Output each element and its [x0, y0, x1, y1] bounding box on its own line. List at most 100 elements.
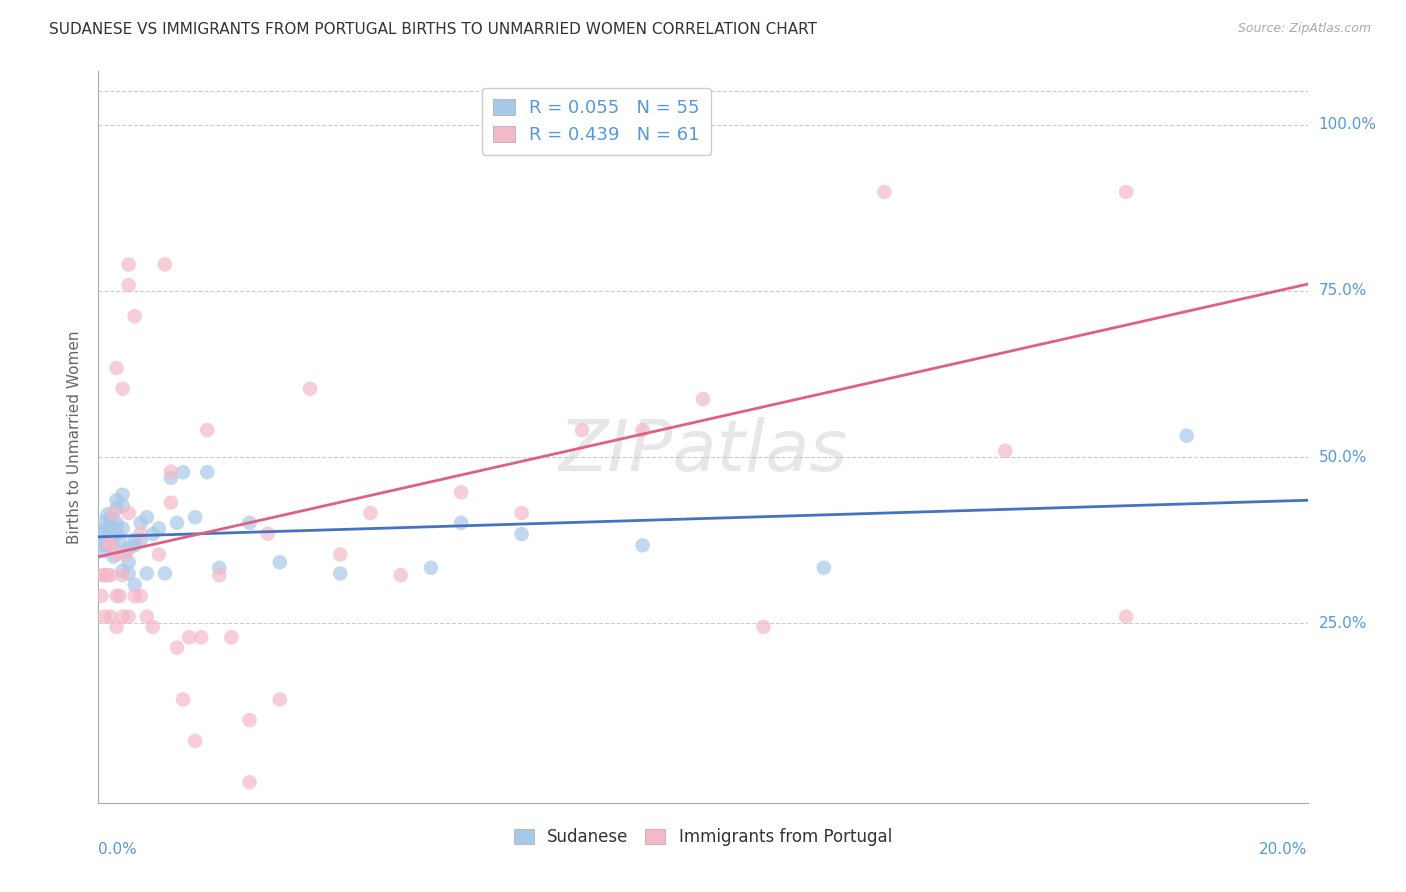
- Point: [184, 510, 207, 524]
- Point: [105, 589, 128, 603]
- Point: [114, 544, 136, 558]
- Point: [118, 609, 141, 624]
- Point: [813, 561, 835, 575]
- Point: [329, 548, 352, 562]
- Point: [96, 538, 118, 552]
- Point: [148, 548, 170, 562]
- Point: [129, 526, 152, 541]
- Point: [100, 530, 122, 544]
- Point: [269, 555, 291, 569]
- Text: 50.0%: 50.0%: [1319, 450, 1367, 465]
- Point: [389, 568, 412, 582]
- Point: [124, 538, 146, 552]
- Point: [135, 566, 157, 581]
- Point: [420, 561, 443, 575]
- Point: [142, 527, 165, 541]
- Point: [111, 609, 134, 624]
- Point: [239, 775, 262, 789]
- Text: 20.0%: 20.0%: [1260, 842, 1308, 856]
- Point: [450, 516, 472, 530]
- Point: [105, 516, 128, 530]
- Point: [179, 630, 201, 644]
- Point: [329, 566, 352, 581]
- Point: [153, 257, 176, 271]
- Point: [873, 185, 896, 199]
- Point: [93, 533, 115, 547]
- Point: [510, 527, 533, 541]
- Point: [153, 566, 176, 581]
- Point: [103, 541, 125, 555]
- Point: [135, 510, 157, 524]
- Text: 0.0%: 0.0%: [98, 842, 138, 856]
- Point: [221, 630, 243, 644]
- Text: SUDANESE VS IMMIGRANTS FROM PORTUGAL BIRTHS TO UNMARRIED WOMEN CORRELATION CHART: SUDANESE VS IMMIGRANTS FROM PORTUGAL BIR…: [49, 22, 817, 37]
- Point: [269, 692, 291, 706]
- Point: [91, 527, 114, 541]
- Point: [239, 713, 262, 727]
- Point: [100, 535, 122, 549]
- Point: [166, 516, 188, 530]
- Point: [184, 734, 207, 748]
- Text: 25.0%: 25.0%: [1319, 615, 1367, 631]
- Point: [90, 589, 112, 603]
- Point: [129, 516, 152, 530]
- Point: [111, 488, 134, 502]
- Legend: Sudanese, Immigrants from Portugal: Sudanese, Immigrants from Portugal: [508, 822, 898, 853]
- Point: [100, 609, 122, 624]
- Point: [510, 506, 533, 520]
- Text: 75.0%: 75.0%: [1319, 284, 1367, 298]
- Point: [994, 443, 1017, 458]
- Point: [752, 620, 775, 634]
- Point: [195, 423, 218, 437]
- Y-axis label: Births to Unmarried Women: Births to Unmarried Women: [67, 330, 83, 544]
- Point: [114, 548, 136, 562]
- Point: [94, 521, 117, 535]
- Point: [118, 278, 141, 293]
- Point: [98, 537, 121, 551]
- Point: [93, 544, 115, 558]
- Point: [190, 630, 212, 644]
- Point: [142, 620, 165, 634]
- Point: [166, 640, 188, 655]
- Point: [256, 526, 278, 541]
- Point: [135, 609, 157, 624]
- Point: [360, 506, 382, 520]
- Point: [1175, 428, 1198, 442]
- Point: [111, 499, 134, 513]
- Point: [111, 568, 134, 582]
- Point: [118, 566, 141, 581]
- Point: [105, 521, 128, 535]
- Point: [105, 501, 128, 516]
- Point: [105, 361, 128, 376]
- Point: [100, 537, 122, 551]
- Point: [111, 564, 134, 578]
- Point: [160, 465, 183, 479]
- Point: [129, 589, 152, 603]
- Point: [100, 510, 122, 524]
- Point: [118, 555, 141, 569]
- Point: [111, 521, 134, 535]
- Point: [299, 382, 322, 396]
- Point: [148, 521, 170, 535]
- Text: Source: ZipAtlas.com: Source: ZipAtlas.com: [1237, 22, 1371, 36]
- Point: [129, 533, 152, 547]
- Point: [172, 692, 194, 706]
- Point: [124, 533, 146, 547]
- Point: [98, 527, 121, 541]
- Point: [631, 538, 654, 552]
- Point: [93, 568, 115, 582]
- Point: [208, 568, 231, 582]
- Point: [195, 465, 218, 479]
- Point: [118, 541, 141, 555]
- Point: [160, 496, 183, 510]
- Point: [124, 310, 146, 324]
- Text: ZIPatlas: ZIPatlas: [558, 417, 848, 486]
- Point: [124, 589, 146, 603]
- Point: [118, 257, 141, 271]
- Point: [1115, 185, 1137, 199]
- Point: [100, 516, 122, 530]
- Point: [93, 538, 115, 552]
- Point: [571, 423, 593, 437]
- Point: [124, 577, 146, 591]
- Point: [90, 516, 112, 530]
